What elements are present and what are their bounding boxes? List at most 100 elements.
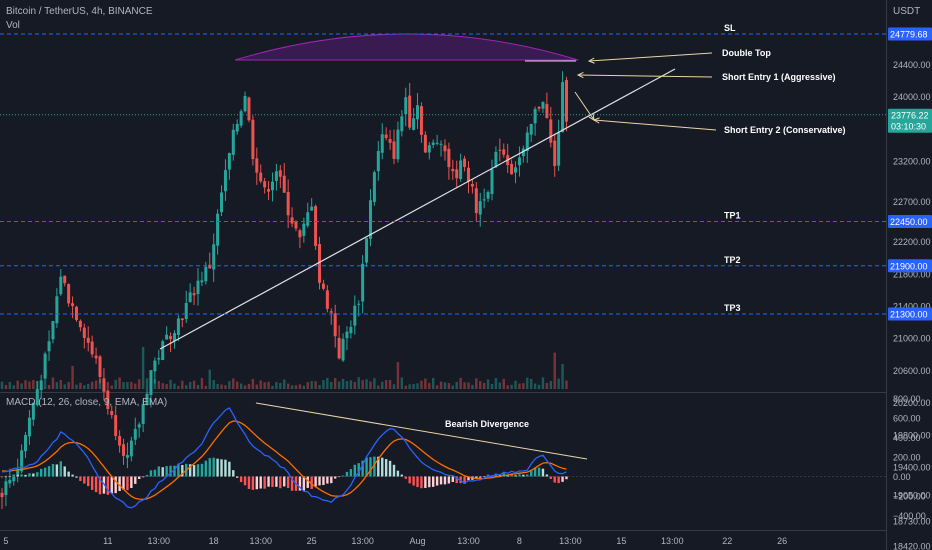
- volume-bar: [553, 352, 556, 389]
- volume-bar: [263, 382, 266, 389]
- macd-histogram-bar: [330, 476, 333, 484]
- macd-histogram-bar: [396, 470, 400, 477]
- volume-bar: [130, 381, 133, 389]
- candle-body: [443, 145, 447, 152]
- volume-bar: [87, 383, 90, 389]
- macd-histogram-bar: [87, 476, 90, 487]
- candle-body: [396, 129, 400, 160]
- macd-histogram-bar: [110, 476, 113, 494]
- current-price-text: 23776.22: [891, 110, 929, 120]
- macd-histogram-bar: [169, 465, 172, 477]
- macd-histogram-bar: [259, 476, 262, 489]
- candle-body: [204, 266, 208, 282]
- macd-histogram-bar: [220, 459, 223, 477]
- candle-body: [255, 158, 259, 173]
- volume-bar: [388, 379, 392, 389]
- volume-bar: [506, 385, 509, 389]
- candle-body: [302, 223, 306, 236]
- candle-body: [537, 106, 541, 109]
- candle-body: [267, 189, 271, 192]
- candle-body: [196, 280, 200, 294]
- macd-histogram-bar: [153, 469, 157, 477]
- price-tick-label: 20600.00: [893, 366, 931, 376]
- volume-bar: [365, 379, 368, 389]
- volume-bar: [357, 377, 360, 389]
- price-tick-label: 19400.00: [893, 462, 931, 472]
- macd-histogram-bar: [24, 474, 27, 477]
- candle-body: [514, 167, 518, 173]
- price-tick-label: 21400.00: [893, 301, 931, 311]
- candle-body: [431, 142, 435, 145]
- volume-bar: [106, 381, 110, 389]
- volume-bar: [530, 378, 533, 389]
- volume-bar: [192, 380, 196, 389]
- volume-bar: [239, 383, 243, 389]
- volume-bar: [32, 379, 35, 389]
- volume-bar: [314, 381, 317, 389]
- macd-histogram-bar: [518, 474, 521, 477]
- candle-body: [12, 476, 16, 482]
- candle-body: [533, 108, 537, 124]
- candle-body: [494, 151, 498, 168]
- volume-bar: [337, 381, 341, 389]
- volume-bar: [271, 385, 274, 389]
- macd-histogram-bar: [271, 476, 274, 487]
- candle-body: [435, 142, 439, 144]
- volume-bar: [4, 384, 8, 389]
- volume-label: Vol: [6, 20, 20, 31]
- level-label: TP1: [724, 210, 741, 220]
- macd-histogram-bar: [247, 476, 251, 490]
- candle-body: [59, 276, 63, 295]
- macd-histogram-bar: [561, 476, 564, 482]
- volume-bar: [392, 384, 396, 389]
- candle-body: [294, 221, 298, 229]
- macd-histogram-bar: [404, 476, 407, 479]
- macd-histogram-bar: [565, 476, 568, 480]
- volume-bar: [126, 382, 129, 389]
- volume-bar: [224, 385, 227, 389]
- candle-body: [94, 355, 98, 359]
- macd-histogram-bar: [537, 467, 541, 477]
- volume-bar: [479, 381, 482, 389]
- candle-body: [55, 296, 59, 324]
- volume-bar: [443, 382, 447, 389]
- time-tick-label: 13:00: [351, 536, 374, 546]
- volume-bar: [486, 379, 490, 389]
- volume-bar: [561, 364, 564, 389]
- candle-body: [306, 212, 310, 226]
- candle-body: [274, 171, 278, 181]
- candle-body: [259, 172, 263, 182]
- volume-bar: [122, 382, 125, 389]
- price-tick-label: 21000.00: [893, 334, 931, 344]
- candle-body: [521, 148, 525, 157]
- macd-histogram-bar: [28, 473, 31, 477]
- macd-histogram-bar: [314, 476, 317, 487]
- candle-body: [216, 213, 220, 246]
- macd-histogram-bar: [40, 468, 43, 477]
- macd-histogram-bar: [349, 469, 353, 477]
- candle-body: [282, 175, 286, 193]
- volume-bar: [298, 384, 302, 389]
- macd-histogram-bar: [263, 476, 266, 489]
- volume-bar: [565, 380, 568, 389]
- macd-histogram-bar: [243, 476, 247, 486]
- macd-histogram-bar: [90, 476, 94, 490]
- candle-body: [133, 428, 137, 440]
- ascending-trendline: [159, 68, 676, 350]
- macd-tick-label: −400.00: [893, 511, 926, 521]
- macd-histogram-bar: [345, 471, 349, 477]
- volume-bar: [63, 384, 66, 389]
- time-tick-label: 15: [616, 536, 626, 546]
- candle-body: [118, 435, 122, 446]
- candle-body: [549, 119, 553, 143]
- volume-bar: [247, 383, 251, 389]
- macd-histogram-bar: [451, 476, 454, 482]
- candle-body: [145, 393, 149, 405]
- double-top-arrow: [588, 52, 713, 62]
- volume-bar: [294, 385, 298, 389]
- macd-histogram-bar: [55, 464, 59, 477]
- volume-bar: [502, 378, 505, 389]
- volume-bar: [447, 383, 451, 389]
- macd-histogram-bar: [467, 476, 470, 481]
